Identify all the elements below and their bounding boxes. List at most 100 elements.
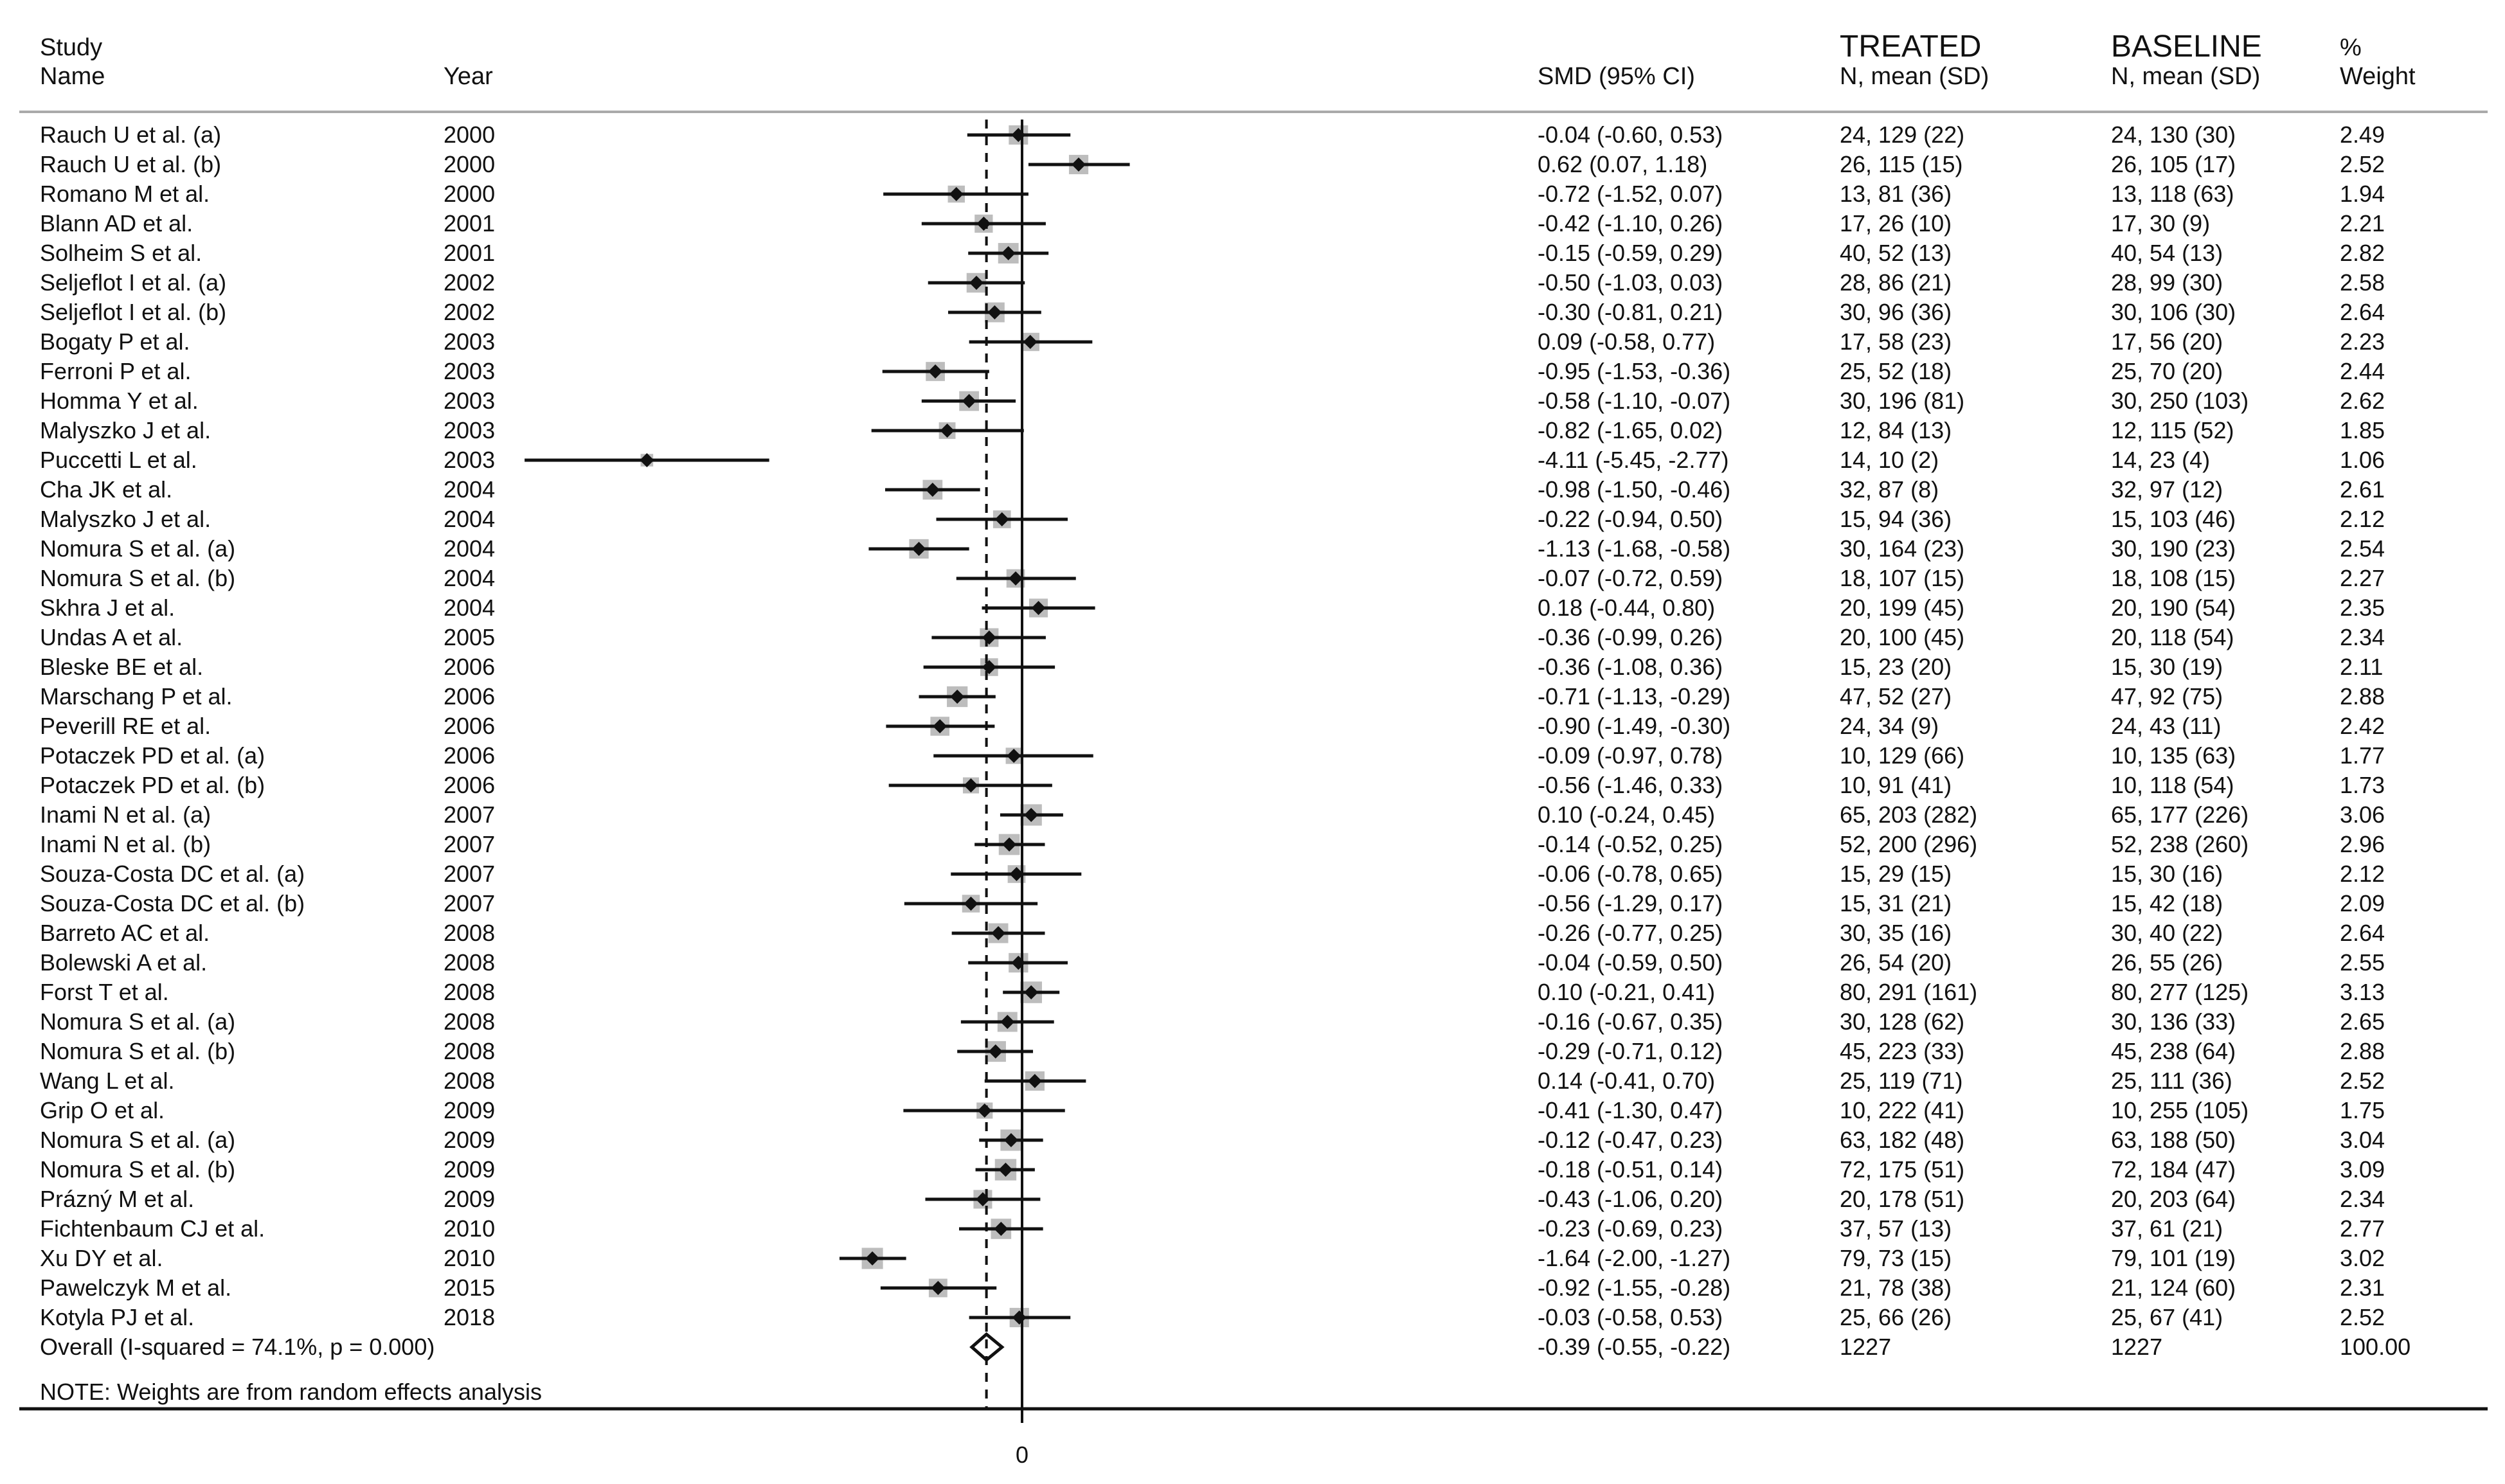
study-point-estimate: [1002, 837, 1017, 852]
study-point-estimate: [1000, 1015, 1015, 1029]
note-text: NOTE: Weights are from random effects an…: [40, 1379, 542, 1405]
study-point-estimate: [962, 394, 976, 408]
study-weight: 2.55: [2340, 949, 2385, 976]
study-point-estimate: [964, 897, 978, 911]
study-row: Seljeflot I et al. (b) 2002 -0.30 (-0.81, …: [40, 299, 2385, 325]
study-year: 2008: [444, 1068, 495, 1094]
study-name: Undas A et al.: [40, 624, 183, 650]
study-row: Rauch U et al. (a) 2000 -0.04 (-0.60, 0.53…: [40, 121, 2385, 148]
study-name: Nomura S et al. (a): [40, 1008, 235, 1035]
study-ci: -0.95 (-1.53, -0.36): [1538, 358, 1730, 384]
study-weight: 3.06: [2340, 801, 2385, 828]
study-row: Blann AD et al. 2001 -0.42 (-1.10, 0.26) 17…: [40, 210, 2385, 237]
overall-baseline: 1227: [2111, 1334, 2162, 1360]
study-ci: -0.58 (-1.10, -0.07): [1538, 388, 1730, 414]
study-name: Nomura S et al. (b): [40, 1038, 235, 1064]
study-name: Xu DY et al.: [40, 1245, 163, 1271]
study-point-estimate: [969, 276, 983, 290]
study-year: 2002: [444, 299, 495, 325]
study-name: Potaczek PD et al. (a): [40, 742, 265, 769]
study-row: Solheim S et al. 2001 -0.15 (-0.59, 0.29) 4…: [40, 240, 2385, 266]
study-treated: 20, 178 (51): [1840, 1186, 1964, 1212]
header-weight-pct: %: [2340, 34, 2362, 61]
study-treated: 72, 175 (51): [1840, 1156, 1964, 1183]
study-year: 2007: [444, 831, 495, 857]
study-weight: 3.09: [2340, 1156, 2385, 1183]
study-row: Nomura S et al. (a) 2004 -1.13 (-1.68, -0.…: [40, 535, 2385, 562]
study-ci: -0.36 (-0.99, 0.26): [1538, 624, 1723, 650]
study-ci: -0.04 (-0.59, 0.50): [1538, 949, 1723, 976]
study-treated: 17, 58 (23): [1840, 328, 1952, 355]
header-year: Year: [444, 63, 493, 90]
study-treated: 12, 84 (13): [1840, 417, 1952, 443]
study-weight: 2.21: [2340, 210, 2385, 237]
study-weight: 2.65: [2340, 1008, 2385, 1035]
study-ci: -0.42 (-1.10, 0.26): [1538, 210, 1723, 237]
study-name: Barreto AC et al.: [40, 920, 210, 946]
study-baseline: 13, 118 (63): [2111, 181, 2234, 207]
study-row: Bolewski A et al. 2008 -0.04 (-0.59, 0.50)…: [40, 949, 2385, 976]
header-smd: SMD (95% CI): [1538, 63, 1695, 90]
study-point-estimate: [977, 1104, 992, 1118]
study-baseline: 20, 203 (64): [2111, 1186, 2236, 1212]
study-baseline: 45, 238 (64): [2111, 1038, 2236, 1064]
study-ci: -0.50 (-1.03, 0.03): [1538, 269, 1723, 296]
study-weight: 3.02: [2340, 1245, 2385, 1271]
overall-treated: 1227: [1840, 1334, 1891, 1360]
study-year: 2004: [444, 476, 495, 503]
study-name: Wang L et al.: [40, 1068, 174, 1094]
study-baseline: 15, 103 (46): [2111, 506, 2236, 532]
study-row: Malyszko J et al. 2004 -0.22 (-0.94, 0.50)…: [40, 506, 2385, 532]
overall-weight: 100.00: [2340, 1334, 2411, 1360]
study-baseline: 30, 40 (22): [2111, 920, 2223, 946]
study-weight: 2.64: [2340, 299, 2385, 325]
study-name: Inami N et al. (b): [40, 831, 211, 857]
study-baseline: 24, 43 (11): [2111, 713, 2221, 739]
header-study: Study: [40, 34, 102, 61]
study-ci: -0.82 (-1.65, 0.02): [1538, 417, 1723, 443]
study-name: Blann AD et al.: [40, 210, 193, 237]
study-row: Nomura S et al. (b) 2008 -0.29 (-0.71, 0.1…: [40, 1038, 2385, 1064]
study-name: Nomura S et al. (a): [40, 535, 235, 562]
study-point-estimate: [1003, 1133, 1018, 1147]
study-year: 2006: [444, 772, 495, 798]
study-year: 2002: [444, 269, 495, 296]
study-name: Souza-Costa DC et al. (a): [40, 861, 305, 887]
study-name: Rauch U et al. (a): [40, 121, 221, 148]
study-row: Seljeflot I et al. (a) 2002 -0.50 (-1.03, …: [40, 269, 2385, 296]
study-baseline: 80, 277 (125): [2111, 979, 2249, 1005]
study-treated: 63, 182 (48): [1840, 1127, 1964, 1153]
study-point-estimate: [1001, 246, 1016, 260]
study-name: Malyszko J et al.: [40, 417, 211, 443]
study-treated: 80, 291 (161): [1840, 979, 1977, 1005]
study-ci: 0.10 (-0.24, 0.45): [1538, 801, 1715, 828]
study-point-estimate: [994, 512, 1009, 526]
study-weight: 3.04: [2340, 1127, 2385, 1153]
study-point-estimate: [1024, 808, 1039, 822]
study-name: Pawelczyk M et al.: [40, 1274, 231, 1301]
study-point-estimate: [933, 719, 947, 733]
study-baseline: 28, 99 (30): [2111, 269, 2223, 296]
study-weight: 2.52: [2340, 1304, 2385, 1330]
study-baseline: 10, 255 (105): [2111, 1097, 2249, 1123]
study-weight: 2.49: [2340, 121, 2385, 148]
study-name: Malyszko J et al.: [40, 506, 211, 532]
study-ci: -0.16 (-0.67, 0.35): [1538, 1008, 1723, 1035]
study-year: 2007: [444, 801, 495, 828]
study-ci: -0.72 (-1.52, 0.07): [1538, 181, 1723, 207]
study-ci: -0.12 (-0.47, 0.23): [1538, 1127, 1723, 1153]
study-weight: 2.52: [2340, 1068, 2385, 1094]
study-ci: -0.15 (-0.59, 0.29): [1538, 240, 1723, 266]
study-row: Forst T et al. 2008 0.10 (-0.21, 0.41) 80, …: [40, 979, 2385, 1005]
study-year: 2000: [444, 181, 495, 207]
study-point-estimate: [1007, 749, 1021, 763]
study-treated: 52, 200 (296): [1840, 831, 1977, 857]
study-year: 2018: [444, 1304, 495, 1330]
study-row: Grip O et al. 2009 -0.41 (-1.30, 0.47) 10, …: [40, 1097, 2385, 1123]
study-baseline: 32, 97 (12): [2111, 476, 2223, 503]
study-treated: 37, 57 (13): [1840, 1215, 1952, 1242]
study-year: 2001: [444, 210, 495, 237]
study-ci: -0.36 (-1.08, 0.36): [1538, 654, 1723, 680]
study-row: Inami N et al. (b) 2007 -0.14 (-0.52, 0.25…: [40, 831, 2385, 857]
